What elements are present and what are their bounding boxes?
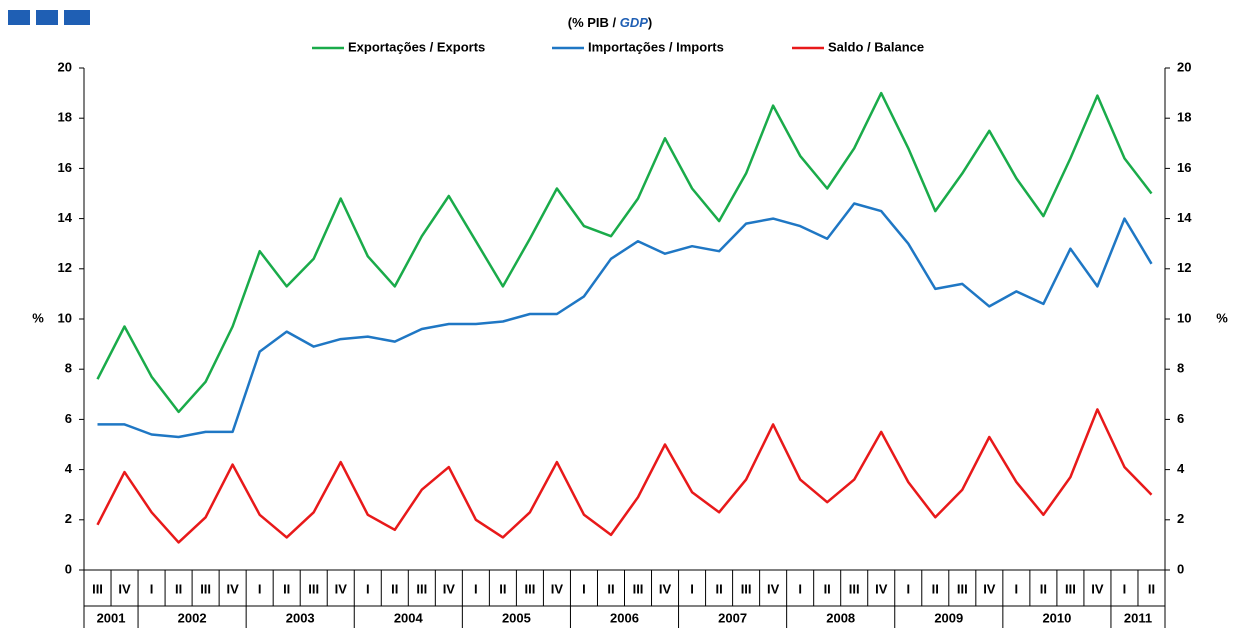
x-tick-label: III bbox=[524, 581, 535, 596]
subtitle: (% PIB / GDP) bbox=[568, 15, 653, 30]
year-label: 2009 bbox=[934, 610, 963, 625]
x-tick-label: II bbox=[824, 581, 831, 596]
series-line bbox=[96, 408, 1153, 544]
subtitle-part: (% PIB / bbox=[568, 15, 620, 30]
x-tick-label: I bbox=[150, 581, 154, 596]
x-tick-label: IV bbox=[1091, 581, 1104, 596]
x-tick-label: IV bbox=[118, 581, 131, 596]
y2-tick-label: 12 bbox=[1177, 260, 1191, 275]
y2-tick-label: 8 bbox=[1177, 361, 1184, 376]
x-tick-label: IV bbox=[875, 581, 888, 596]
x-tick-label: II bbox=[391, 581, 398, 596]
y-tick-label: 2 bbox=[65, 511, 72, 526]
x-tick-label: IV bbox=[551, 581, 564, 596]
y2-tick-label: 4 bbox=[1177, 461, 1185, 476]
x-tick-label: II bbox=[1040, 581, 1047, 596]
x-tick-label: III bbox=[633, 581, 644, 596]
x-tick-label: III bbox=[957, 581, 968, 596]
year-label: 2006 bbox=[610, 610, 639, 625]
year-label: 2001 bbox=[97, 610, 126, 625]
x-tick-label: II bbox=[607, 581, 614, 596]
x-tick-label: I bbox=[690, 581, 694, 596]
y-tick-label: 4 bbox=[65, 461, 73, 476]
x-tick-label: IV bbox=[659, 581, 672, 596]
subtitle-part: ) bbox=[648, 15, 652, 30]
y-tick-label: 6 bbox=[65, 411, 72, 426]
y-tick-label: 18 bbox=[58, 110, 72, 125]
y2-tick-label: 20 bbox=[1177, 59, 1191, 74]
legend-label: Saldo / Balance bbox=[828, 39, 924, 54]
subtitle-part: GDP bbox=[620, 15, 649, 30]
legend-label: Importações / Imports bbox=[588, 39, 724, 54]
x-tick-label: I bbox=[1123, 581, 1127, 596]
y-axis-label: % bbox=[32, 310, 44, 325]
y2-tick-label: 0 bbox=[1177, 561, 1184, 576]
y2-tick-label: 18 bbox=[1177, 110, 1191, 125]
x-tick-label: II bbox=[283, 581, 290, 596]
x-tick-label: II bbox=[1148, 581, 1155, 596]
x-tick-label: III bbox=[1065, 581, 1076, 596]
y-tick-label: 16 bbox=[58, 160, 72, 175]
x-tick-label: I bbox=[258, 581, 262, 596]
x-tick-label: IV bbox=[767, 581, 780, 596]
year-label: 2008 bbox=[826, 610, 855, 625]
year-label: 2003 bbox=[286, 610, 315, 625]
logo-block bbox=[36, 10, 58, 25]
y2-axis-label: % bbox=[1216, 310, 1228, 325]
x-tick-label: III bbox=[849, 581, 860, 596]
y2-tick-label: 10 bbox=[1177, 310, 1191, 325]
x-tick-label: III bbox=[416, 581, 427, 596]
y-tick-label: 14 bbox=[58, 210, 73, 225]
logo-block bbox=[64, 10, 90, 25]
x-tick-label: IV bbox=[443, 581, 456, 596]
x-tick-label: I bbox=[474, 581, 478, 596]
y2-tick-label: 16 bbox=[1177, 160, 1191, 175]
y-tick-label: 12 bbox=[58, 260, 72, 275]
y-tick-label: 0 bbox=[65, 561, 72, 576]
x-tick-label: III bbox=[308, 581, 319, 596]
x-tick-label: I bbox=[582, 581, 586, 596]
y2-tick-label: 2 bbox=[1177, 511, 1184, 526]
logo-block bbox=[8, 10, 30, 25]
legend-label: Exportações / Exports bbox=[348, 39, 485, 54]
year-label: 2002 bbox=[178, 610, 207, 625]
x-tick-label: IV bbox=[226, 581, 239, 596]
y2-tick-label: 14 bbox=[1177, 210, 1192, 225]
year-label: 2004 bbox=[394, 610, 424, 625]
year-label: 2007 bbox=[718, 610, 747, 625]
x-tick-label: I bbox=[906, 581, 910, 596]
series-line bbox=[96, 91, 1153, 414]
series-line bbox=[97, 202, 1153, 439]
x-tick-label: II bbox=[715, 581, 722, 596]
x-tick-label: I bbox=[366, 581, 370, 596]
x-tick-label: II bbox=[175, 581, 182, 596]
x-tick-label: I bbox=[1015, 581, 1019, 596]
x-tick-label: IV bbox=[335, 581, 348, 596]
y2-tick-label: 6 bbox=[1177, 411, 1184, 426]
x-tick-label: III bbox=[200, 581, 211, 596]
year-label: 2011 bbox=[1124, 610, 1152, 625]
year-label: 2005 bbox=[502, 610, 531, 625]
year-label: 2010 bbox=[1042, 610, 1071, 625]
x-tick-label: I bbox=[798, 581, 802, 596]
x-tick-label: III bbox=[741, 581, 752, 596]
x-tick-label: II bbox=[932, 581, 939, 596]
y-tick-label: 8 bbox=[65, 361, 72, 376]
y-tick-label: 20 bbox=[58, 59, 72, 74]
x-tick-label: II bbox=[499, 581, 506, 596]
x-tick-label: IV bbox=[983, 581, 996, 596]
x-tick-label: III bbox=[92, 581, 103, 596]
y-tick-label: 10 bbox=[58, 310, 72, 325]
